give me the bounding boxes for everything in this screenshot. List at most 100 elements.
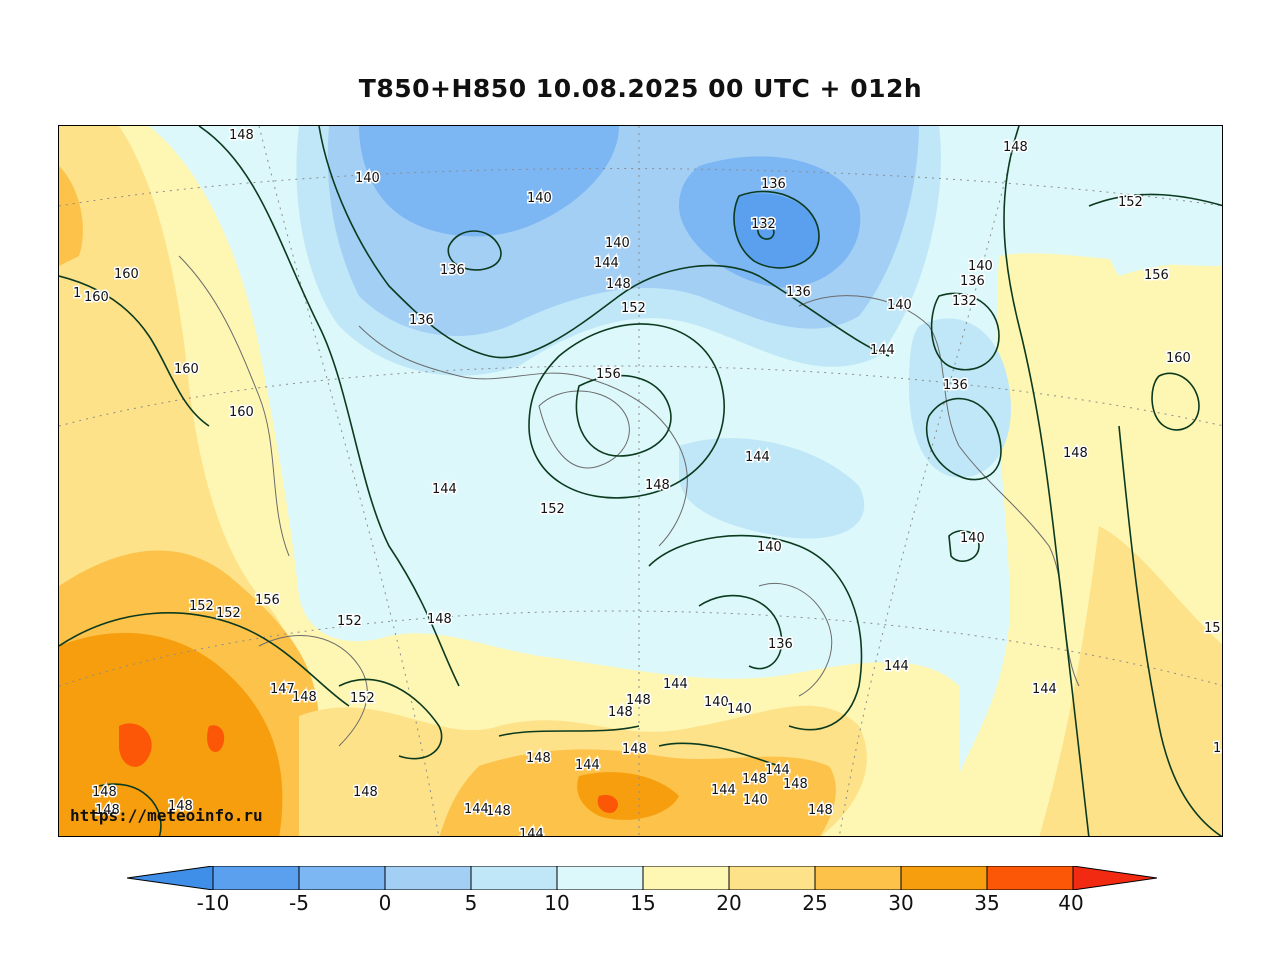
temp-field-35-40-south [597,794,619,813]
colorbar-lower-arrow [127,866,214,890]
colorbar-tick-label: 25 [802,891,828,915]
colorbar-segment [470,866,558,890]
colorbar-tick-label: 20 [716,891,742,915]
colorbar-tick-label: 40 [1058,891,1084,915]
contour-label: 156 [1144,268,1169,283]
colorbar-segment [556,866,644,890]
colorbar-segment [298,866,386,890]
contour-label: 144 [711,783,736,798]
contour-label: 148 [427,612,452,627]
colorbar-tick-label: 5 [464,891,478,915]
contour-label: 136 [786,285,811,300]
contour-label: 148 [783,777,808,792]
contour-label: 148 [742,772,767,787]
contour-label: 140 [704,695,729,710]
contour-label: 148 [95,803,120,818]
contour-label: 144 [870,343,895,358]
colorbar-tick-label: 15 [630,891,656,915]
temp-field-5-10-central [679,438,865,539]
contour-label: 140 [757,540,782,555]
contour-label: 148 [92,785,117,800]
contour-label: 136 [761,177,786,192]
contour-label: 160 [1166,351,1191,366]
contour-label: 144 [575,758,600,773]
temp-field-25-30-nw [59,166,83,266]
contour-label: 136 [943,378,968,393]
contour-label: 144 [1032,682,1057,697]
colorbar [127,866,1157,890]
colorbar-tick-label: 0 [378,891,392,915]
colorbar-tick-label: -10 [196,891,230,915]
contour-label: 148 [292,690,317,705]
temp-field-20-25-se [1039,526,1222,836]
contour-label: 160 [229,405,254,420]
contour-label: 152 [189,599,214,614]
contour-label: 140 [727,702,752,717]
contour-label: 132 [751,217,776,232]
temp-field-m5-0-north [359,126,619,237]
contour-label: 140 [605,236,630,251]
contour-label: 148 [645,478,670,493]
contour-label: 140 [968,259,993,274]
watermark-url: https://meteoinfo.ru [70,806,263,825]
temp-field-20-25-west [59,126,289,686]
colorbar-tick-label: -5 [289,891,309,915]
contour-label: 160 [174,362,199,377]
contour-label: 148 [526,751,551,766]
contour-label: 148 [229,128,254,143]
contour-label: 148 [626,693,651,708]
contour-label: 160 [84,290,109,305]
contour-label: 152 [621,301,646,316]
contour-label: 152 [540,502,565,517]
contour-label: 136 [960,274,985,289]
colorbar-segment [986,866,1074,890]
contour-label: 156 [596,367,621,382]
contour-label: 148 [353,785,378,800]
temp-field-35-40-a [119,723,152,767]
contour-label: 140 [355,171,380,186]
colorbar-segment [212,866,300,890]
colorbar-segment [814,866,902,890]
contour-label: 140 [527,191,552,206]
contour-label: 132 [952,294,977,309]
map-title: T850+H850 10.08.2025 00 UTC + 012h [358,74,923,103]
contour-label: 1 [1213,741,1221,756]
contour-label: 148 [486,804,511,819]
colorbar-tick-label: 10 [544,891,570,915]
contour-label: 144 [432,482,457,497]
contour-label: 148 [808,803,833,818]
contour-label: 160 [114,267,139,282]
map-canvas: 148 140 140 140 144 148 152 136 136 156 … [59,126,1223,837]
contour-label: 140 [960,531,985,546]
contour-label: 148 [606,277,631,292]
colorbar-tick-label: 35 [974,891,1000,915]
contour-label: 136 [409,313,434,328]
contour-label: 144 [765,763,790,778]
contour-label: 156 [255,593,280,608]
contour-label: 144 [519,827,544,837]
contour-label: 148 [622,742,647,757]
colorbar-segment [384,866,472,890]
contour-label-layer: 148 140 140 140 144 148 152 136 136 156 … [72,127,1223,837]
contour-label: 1 [73,286,81,301]
contour-label: 148 [608,705,633,720]
contour-label: 144 [745,450,770,465]
contour-label: 144 [884,659,909,674]
colorbar-tick-label: 30 [888,891,914,915]
contour-label: 144 [594,256,619,271]
colorbar-segment [642,866,730,890]
contour-label: 144 [464,802,489,817]
contour-label: 140 [743,793,768,808]
contour-label: 152 [350,691,375,706]
temp-field-30-35-sw [59,632,283,836]
contour-label: 144 [663,677,688,692]
lat-lon-grid [59,126,1222,836]
contour-label: 152 [337,614,362,629]
contour-label: 152 [216,606,241,621]
contour-label: 148 [1003,140,1028,155]
colorbar-segment [900,866,988,890]
temp-field-m10-m5 [734,193,819,268]
contour-label: 148 [1063,446,1088,461]
contour-label: 136 [440,263,465,278]
contour-label: 152 [1118,195,1143,210]
